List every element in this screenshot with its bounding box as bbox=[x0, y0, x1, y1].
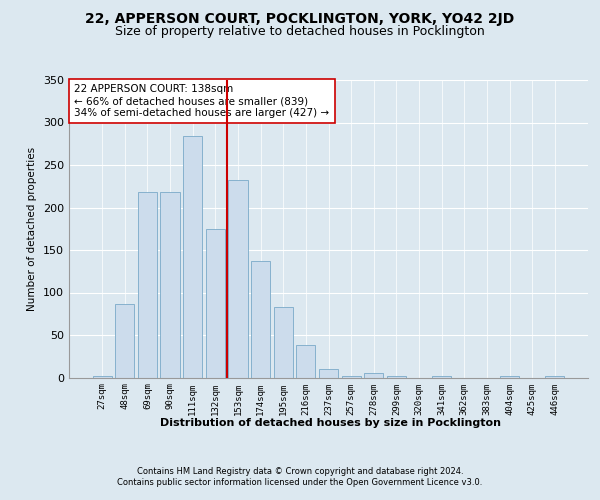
Bar bbox=[296, 345, 316, 378]
Bar bbox=[387, 376, 406, 378]
Text: Contains public sector information licensed under the Open Government Licence v3: Contains public sector information licen… bbox=[118, 478, 482, 487]
Bar bbox=[115, 304, 134, 378]
Bar bbox=[364, 373, 383, 378]
Bar bbox=[500, 376, 519, 378]
Bar bbox=[229, 180, 248, 378]
Bar bbox=[251, 261, 270, 378]
Bar bbox=[319, 369, 338, 378]
Text: 22, APPERSON COURT, POCKLINGTON, YORK, YO42 2JD: 22, APPERSON COURT, POCKLINGTON, YORK, Y… bbox=[85, 12, 515, 26]
Y-axis label: Number of detached properties: Number of detached properties bbox=[28, 146, 37, 311]
Bar bbox=[183, 136, 202, 378]
Bar bbox=[341, 376, 361, 378]
Bar bbox=[545, 376, 565, 378]
Text: Distribution of detached houses by size in Pocklington: Distribution of detached houses by size … bbox=[160, 418, 500, 428]
Bar bbox=[274, 307, 293, 378]
Text: 22 APPERSON COURT: 138sqm
← 66% of detached houses are smaller (839)
34% of semi: 22 APPERSON COURT: 138sqm ← 66% of detac… bbox=[74, 84, 329, 117]
Text: Size of property relative to detached houses in Pocklington: Size of property relative to detached ho… bbox=[115, 25, 485, 38]
Bar bbox=[92, 376, 112, 378]
Text: Contains HM Land Registry data © Crown copyright and database right 2024.: Contains HM Land Registry data © Crown c… bbox=[137, 466, 463, 475]
Bar bbox=[160, 192, 180, 378]
Bar bbox=[138, 192, 157, 378]
Bar bbox=[206, 229, 225, 378]
Bar bbox=[432, 376, 451, 378]
